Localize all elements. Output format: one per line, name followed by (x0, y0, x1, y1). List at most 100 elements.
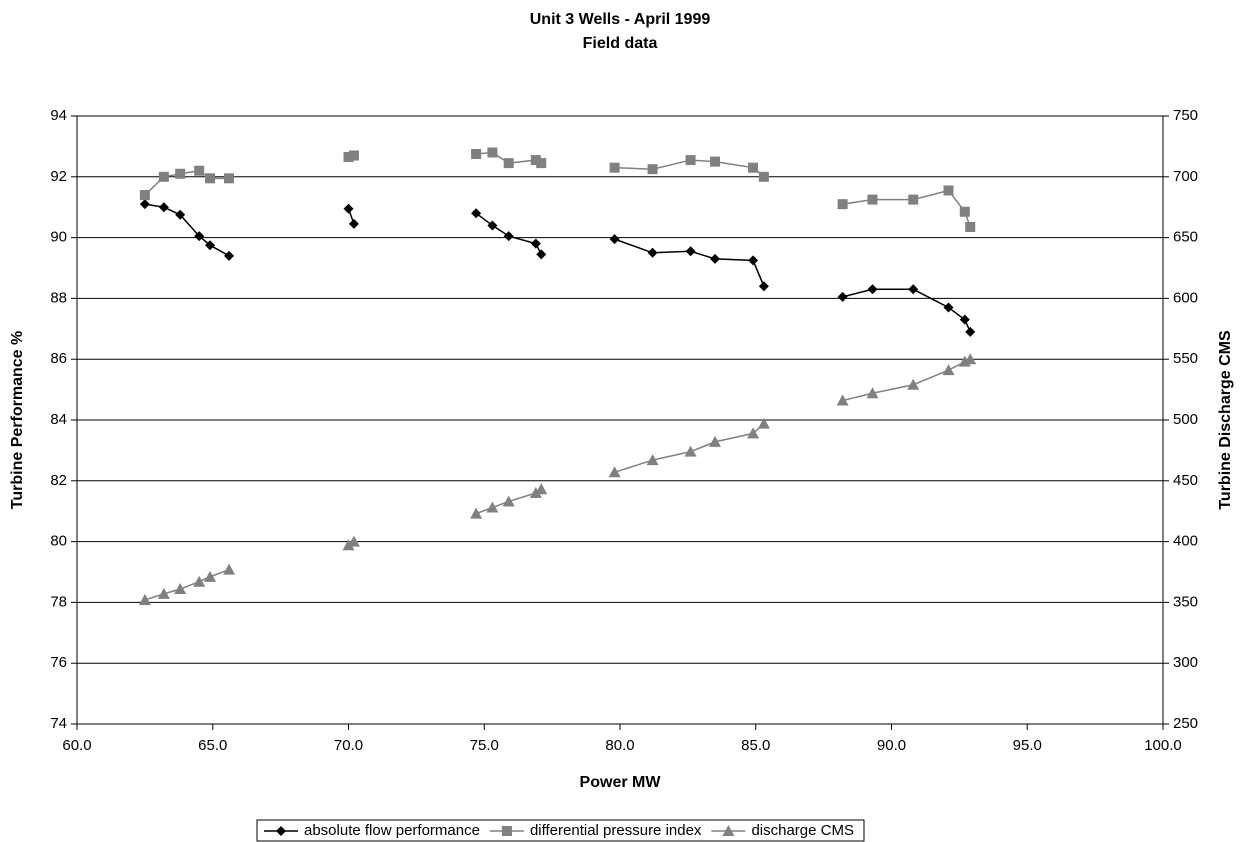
marker (471, 149, 482, 159)
series-line (144, 203, 971, 333)
marker (758, 171, 769, 182)
y-tick-label: 80 (50, 533, 67, 550)
marker (608, 466, 621, 478)
marker (343, 152, 354, 163)
chart-subtitle: Field data (583, 35, 658, 52)
y-tick-label: 90 (50, 229, 67, 246)
marker (139, 199, 150, 210)
x-tick-label: 90.0 (877, 737, 906, 754)
y2-tick-label: 650 (1173, 229, 1198, 246)
y-tick-label: 76 (50, 654, 67, 671)
marker (343, 203, 354, 214)
y-tick-label: 94 (50, 107, 67, 124)
y2-tick-label: 350 (1173, 593, 1198, 610)
marker (908, 194, 919, 205)
marker (646, 454, 659, 466)
marker (276, 826, 286, 836)
y2-tick-label: 750 (1173, 107, 1198, 124)
marker (710, 156, 721, 167)
marker (685, 246, 696, 257)
x-tick-label: 60.0 (62, 737, 91, 754)
marker (502, 495, 515, 507)
marker (964, 353, 977, 365)
marker (748, 162, 759, 173)
marker (609, 234, 620, 245)
marker (908, 284, 919, 295)
y2-axis-label: Turbine Discharge CMS (1217, 330, 1234, 510)
y2-tick-label: 300 (1173, 654, 1198, 671)
y2-tick-label: 600 (1173, 289, 1198, 306)
marker (647, 247, 658, 258)
marker (722, 825, 735, 836)
marker (837, 291, 848, 302)
marker (157, 587, 170, 599)
legend-box (256, 819, 865, 842)
marker (965, 326, 976, 337)
marker (529, 486, 542, 498)
series-line (144, 151, 971, 228)
y-tick-label: 86 (50, 350, 67, 367)
marker (757, 417, 770, 429)
marker (959, 206, 970, 217)
marker (710, 253, 721, 264)
y2-tick-label: 400 (1173, 533, 1198, 550)
y2-tick-label: 700 (1173, 168, 1198, 185)
x-tick-label: 100.0 (1144, 737, 1182, 754)
x-tick-label: 65.0 (198, 737, 227, 754)
marker (836, 394, 849, 406)
marker (503, 231, 514, 242)
marker (175, 209, 186, 220)
marker (342, 539, 355, 551)
y-axis-label: Turbine Performance % (9, 331, 26, 509)
marker (348, 150, 359, 161)
series-line (144, 358, 971, 601)
marker (609, 162, 620, 173)
x-tick-label: 70.0 (334, 737, 363, 754)
marker (942, 364, 955, 376)
marker (866, 387, 879, 399)
marker (959, 314, 970, 325)
marker (487, 147, 498, 158)
marker (224, 173, 235, 184)
marker (139, 190, 150, 201)
marker (487, 220, 498, 231)
marker (867, 194, 878, 205)
y2-tick-label: 500 (1173, 411, 1198, 428)
marker (224, 250, 235, 261)
marker (223, 563, 236, 575)
marker (867, 284, 878, 295)
marker (194, 165, 205, 176)
marker (471, 208, 482, 219)
marker (348, 218, 359, 229)
marker (536, 158, 547, 169)
chart-title: Unit 3 Wells - April 1999 (530, 11, 711, 28)
marker (205, 240, 216, 251)
marker (684, 445, 697, 457)
marker (647, 164, 658, 175)
marker (347, 535, 360, 547)
marker (138, 593, 151, 605)
y2-tick-label: 250 (1173, 715, 1198, 732)
x-tick-label: 80.0 (605, 737, 634, 754)
x-tick-label: 75.0 (470, 737, 499, 754)
marker (194, 231, 205, 242)
legend-label: differential pressure index (530, 822, 702, 839)
x-axis-label: Power MW (580, 774, 662, 791)
y2-tick-label: 550 (1173, 350, 1198, 367)
marker (204, 570, 217, 582)
y-tick-label: 82 (50, 472, 67, 489)
x-tick-label: 95.0 (1013, 737, 1042, 754)
y2-tick-label: 450 (1173, 472, 1198, 489)
y-tick-label: 84 (50, 411, 67, 428)
marker (837, 199, 848, 210)
marker (748, 255, 759, 266)
marker (907, 378, 920, 390)
marker (193, 575, 206, 587)
y-tick-label: 74 (50, 715, 67, 732)
marker (158, 171, 169, 182)
marker (530, 155, 541, 166)
legend-label: discharge CMS (751, 822, 854, 839)
marker (470, 507, 483, 519)
